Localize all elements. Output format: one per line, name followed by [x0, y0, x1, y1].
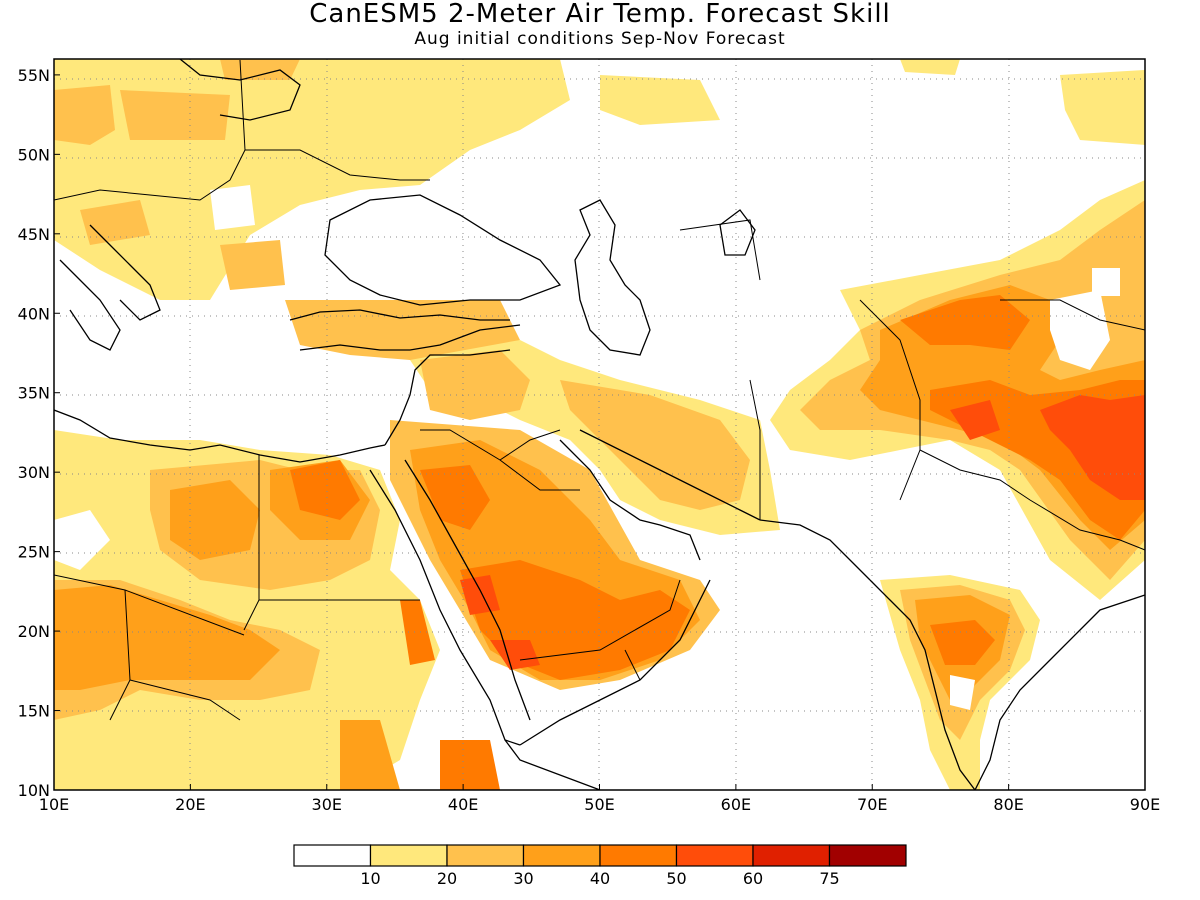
lat-tick-label: 25N [18, 543, 50, 562]
lat-tick-label: 35N [18, 384, 50, 403]
lat-tick-label: 20N [18, 622, 50, 641]
lon-tick-label: 40E [448, 795, 478, 814]
colorbar-label: 10 [360, 869, 380, 888]
lat-tick-label: 45N [18, 225, 50, 244]
lon-tick-label: 60E [721, 795, 751, 814]
colorbar-label: 75 [819, 869, 839, 888]
colorbar-label: 30 [513, 869, 533, 888]
lat-tick-label: 30N [18, 463, 50, 482]
colorbar-swatch [522, 844, 601, 867]
lon-tick-label: 30E [312, 795, 342, 814]
skill-shading [54, 59, 1145, 790]
lon-tick-label: 80E [993, 795, 1023, 814]
colorbar-swatch [369, 844, 448, 867]
axis-labels: 10N 15N 20N 25N 30N 35N 40N 45N 50N 55N 10E 20E 30E 4… [18, 66, 1161, 814]
colorbar-swatch [752, 844, 831, 867]
lon-tick-label: 70E [857, 795, 887, 814]
coastlines [54, 59, 1145, 790]
map-subtitle: Aug initial conditions Sep-Nov Forecast [414, 29, 786, 49]
colorbar-label: 60 [743, 869, 763, 888]
colorbar-swatch [828, 844, 907, 867]
map-title: CanESM5 2-Meter Air Temp. Forecast Skill [309, 0, 891, 29]
borders [54, 59, 1145, 721]
colorbar-label: 40 [590, 869, 610, 888]
lon-tick-label: 50E [584, 795, 614, 814]
colorbar-label: 20 [437, 869, 457, 888]
lat-tick-label: 55N [18, 66, 50, 85]
colorbar-swatch [675, 844, 754, 867]
lat-tick-label: 50N [18, 145, 50, 164]
lon-tick-label: 20E [175, 795, 205, 814]
colorbar-legend: 10 20 30 40 50 60 75 [293, 844, 907, 888]
lon-tick-label: 10E [39, 795, 69, 814]
colorbar-label: 50 [666, 869, 686, 888]
lat-tick-label: 15N [18, 702, 50, 721]
colorbar-swatch [293, 844, 372, 867]
lon-tick-label: 90E [1130, 795, 1160, 814]
lat-tick-label: 10N [18, 781, 50, 800]
colorbar-swatch [599, 844, 678, 867]
lat-tick-label: 40N [18, 304, 50, 323]
colorbar-swatch [446, 844, 525, 867]
